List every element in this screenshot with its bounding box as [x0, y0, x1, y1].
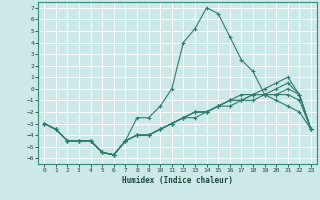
X-axis label: Humidex (Indice chaleur): Humidex (Indice chaleur)	[122, 176, 233, 185]
